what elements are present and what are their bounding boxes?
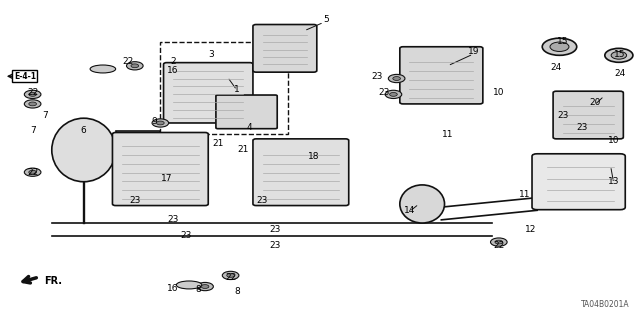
Text: 23: 23 bbox=[576, 123, 588, 132]
FancyBboxPatch shape bbox=[113, 132, 208, 205]
Text: 11: 11 bbox=[442, 130, 454, 138]
FancyBboxPatch shape bbox=[553, 91, 623, 139]
Circle shape bbox=[393, 77, 401, 80]
Text: 22: 22 bbox=[27, 168, 38, 177]
Bar bbox=[161, 42, 288, 134]
Text: 16: 16 bbox=[168, 66, 179, 75]
Text: TA04B0201A: TA04B0201A bbox=[581, 300, 630, 309]
Text: 3: 3 bbox=[209, 50, 214, 59]
Circle shape bbox=[390, 93, 397, 96]
Text: 24: 24 bbox=[550, 63, 562, 72]
Text: 24: 24 bbox=[614, 69, 626, 78]
Text: 23: 23 bbox=[378, 88, 390, 97]
Circle shape bbox=[152, 119, 169, 127]
Text: 20: 20 bbox=[589, 98, 600, 107]
Text: 11: 11 bbox=[518, 190, 530, 199]
Text: 23: 23 bbox=[269, 241, 281, 250]
Text: 10: 10 bbox=[608, 136, 620, 145]
Circle shape bbox=[550, 42, 569, 51]
Circle shape bbox=[127, 62, 143, 70]
Circle shape bbox=[542, 38, 577, 55]
Text: 12: 12 bbox=[525, 225, 536, 234]
Text: 22: 22 bbox=[493, 241, 504, 250]
Text: 23: 23 bbox=[269, 225, 281, 234]
FancyBboxPatch shape bbox=[400, 47, 483, 104]
Text: FR.: FR. bbox=[44, 276, 62, 286]
Text: 2: 2 bbox=[170, 56, 176, 65]
Text: 6: 6 bbox=[81, 126, 86, 135]
Text: 4: 4 bbox=[247, 123, 253, 132]
Circle shape bbox=[196, 282, 213, 291]
Circle shape bbox=[490, 238, 507, 246]
Text: 23: 23 bbox=[168, 215, 179, 224]
Text: 5: 5 bbox=[323, 15, 329, 24]
Circle shape bbox=[24, 90, 41, 99]
Text: 9: 9 bbox=[151, 117, 157, 126]
Text: 23: 23 bbox=[180, 231, 191, 240]
FancyBboxPatch shape bbox=[253, 25, 317, 72]
Text: 16: 16 bbox=[168, 284, 179, 293]
Circle shape bbox=[131, 64, 139, 68]
Text: 22: 22 bbox=[27, 88, 38, 97]
Ellipse shape bbox=[52, 118, 116, 182]
Text: 17: 17 bbox=[161, 174, 173, 183]
Text: 10: 10 bbox=[493, 88, 504, 97]
Text: 23: 23 bbox=[372, 72, 383, 81]
FancyBboxPatch shape bbox=[253, 139, 349, 205]
Text: 19: 19 bbox=[467, 47, 479, 56]
Text: 13: 13 bbox=[608, 177, 620, 186]
Circle shape bbox=[24, 168, 41, 176]
Text: 18: 18 bbox=[308, 152, 319, 161]
Circle shape bbox=[24, 100, 41, 108]
Bar bbox=[116, 131, 161, 169]
Ellipse shape bbox=[90, 65, 116, 73]
FancyBboxPatch shape bbox=[216, 95, 277, 129]
Text: 8: 8 bbox=[196, 285, 202, 294]
FancyBboxPatch shape bbox=[532, 154, 625, 210]
Text: 21: 21 bbox=[237, 145, 249, 154]
Circle shape bbox=[29, 93, 36, 96]
Circle shape bbox=[29, 170, 36, 174]
Circle shape bbox=[29, 102, 36, 106]
Text: 23: 23 bbox=[257, 196, 268, 205]
Ellipse shape bbox=[176, 281, 202, 289]
Text: 22: 22 bbox=[225, 272, 236, 281]
Text: 7: 7 bbox=[29, 126, 35, 135]
Text: 15: 15 bbox=[614, 50, 626, 59]
Circle shape bbox=[222, 271, 239, 279]
Text: 7: 7 bbox=[42, 111, 48, 120]
Circle shape bbox=[385, 90, 402, 99]
Circle shape bbox=[227, 273, 234, 277]
Text: 15: 15 bbox=[557, 38, 568, 47]
Text: 1: 1 bbox=[234, 85, 240, 94]
Circle shape bbox=[611, 51, 627, 59]
Text: 22: 22 bbox=[123, 56, 134, 65]
Text: 23: 23 bbox=[129, 196, 141, 205]
Text: 21: 21 bbox=[212, 139, 223, 148]
Circle shape bbox=[388, 74, 405, 83]
Circle shape bbox=[157, 121, 164, 125]
Text: 23: 23 bbox=[557, 111, 568, 120]
Circle shape bbox=[495, 240, 502, 244]
Text: 14: 14 bbox=[404, 206, 415, 215]
Ellipse shape bbox=[400, 185, 445, 223]
Text: E-4-1: E-4-1 bbox=[14, 72, 36, 81]
Circle shape bbox=[605, 48, 633, 62]
FancyBboxPatch shape bbox=[164, 63, 253, 123]
Text: 8: 8 bbox=[234, 287, 240, 296]
Circle shape bbox=[201, 285, 209, 288]
